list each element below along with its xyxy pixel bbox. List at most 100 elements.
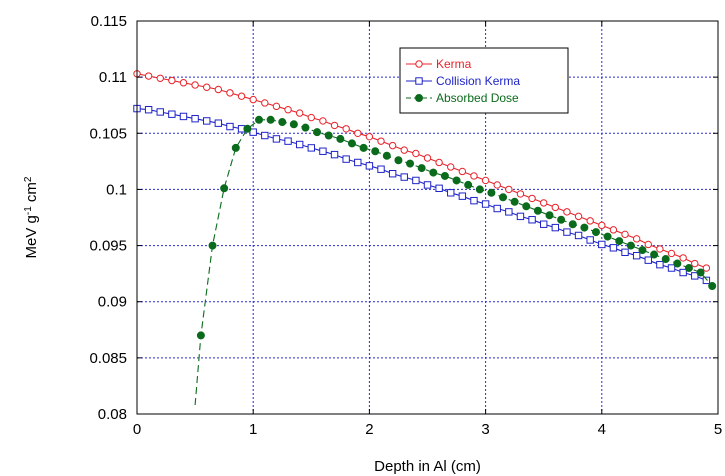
data-point-collision-kerma — [168, 110, 176, 118]
data-point-kerma — [284, 106, 292, 114]
data-point-absorbed-dose — [522, 202, 531, 211]
legend-marker-kerma — [415, 60, 423, 68]
data-point-kerma — [342, 125, 350, 133]
data-point-kerma — [505, 185, 513, 194]
data-point-kerma — [203, 83, 211, 91]
data-point-collision-kerma — [493, 204, 501, 213]
data-point-absorbed-dose — [289, 120, 298, 129]
x-tick-label: 4 — [598, 421, 606, 438]
legend-label-kerma: Kerma — [436, 57, 472, 71]
y-tick-label: 0.11 — [99, 69, 127, 86]
series-kerma — [133, 70, 711, 272]
data-point-collision-kerma — [586, 236, 594, 244]
data-point-absorbed-dose — [196, 331, 205, 340]
data-point-kerma — [702, 264, 711, 272]
data-point-kerma — [540, 199, 548, 207]
data-point-absorbed-dose — [347, 139, 356, 148]
ticks: 0 1 2 3 4 5 0.08 0.085 0.09 0.095 0.1 0.105 0.11 0.11… — [89, 13, 722, 438]
data-point-kerma — [272, 102, 281, 111]
data-point-collision-kerma — [702, 276, 711, 285]
data-point-absorbed-dose — [371, 147, 380, 156]
data-point-kerma — [388, 141, 397, 150]
data-point-kerma — [365, 132, 374, 141]
data-point-kerma — [458, 167, 467, 176]
y-tick-label: 0.08 — [98, 406, 127, 423]
data-point-collision-kerma — [470, 196, 478, 205]
data-point-absorbed-dose — [475, 185, 484, 194]
legend: Kerma Collision Kerma Absorbed Dose — [399, 47, 569, 114]
data-point-collision-kerma — [203, 117, 211, 125]
data-point-absorbed-dose — [568, 220, 577, 229]
data-point-absorbed-dose — [336, 134, 345, 143]
data-point-collision-kerma — [598, 240, 606, 249]
data-point-kerma — [667, 249, 676, 258]
data-point-collision-kerma — [191, 114, 199, 123]
y-axis-title-base: MeV g — [23, 215, 40, 258]
data-point-absorbed-dose — [266, 115, 275, 124]
data-point-absorbed-dose — [231, 143, 240, 152]
data-point-absorbed-dose — [510, 197, 519, 206]
series-layer — [133, 70, 717, 406]
data-point-kerma — [493, 181, 501, 189]
x-tick-label: 5 — [714, 421, 722, 438]
data-point-absorbed-dose — [406, 159, 415, 168]
data-point-kerma — [214, 85, 223, 94]
data-point-absorbed-dose — [615, 237, 624, 246]
data-point-kerma — [644, 240, 652, 249]
data-point-absorbed-dose — [382, 151, 391, 160]
data-point-absorbed-dose — [255, 115, 264, 124]
legend-marker-absorbed-dose — [414, 94, 423, 103]
data-point-absorbed-dose — [394, 156, 403, 165]
legend-label-collision-kerma: Collision Kerma — [436, 74, 520, 88]
y-axis-title-exp1: -1 — [23, 206, 34, 215]
data-point-kerma — [679, 254, 687, 262]
y-tick-label: 0.085 — [89, 350, 127, 367]
data-point-collision-kerma — [481, 200, 490, 208]
data-point-collision-kerma — [249, 128, 257, 136]
data-point-kerma — [481, 176, 490, 185]
data-point-kerma — [423, 154, 432, 162]
data-point-collision-kerma — [423, 181, 432, 189]
data-point-collision-kerma — [435, 184, 443, 193]
data-point-kerma — [621, 230, 629, 239]
data-point-collision-kerma — [400, 173, 408, 181]
data-point-collision-kerma — [516, 212, 525, 221]
data-point-kerma — [598, 221, 606, 230]
data-point-collision-kerma — [319, 147, 327, 155]
data-point-collision-kerma — [691, 272, 699, 280]
data-point-kerma — [470, 172, 478, 180]
data-point-collision-kerma — [156, 108, 164, 116]
data-point-absorbed-dose — [487, 188, 496, 197]
data-point-kerma — [412, 149, 420, 158]
data-point-absorbed-dose — [220, 184, 229, 193]
x-axis-title: Depth in Al (cm) — [374, 458, 481, 475]
data-point-kerma — [307, 113, 315, 122]
y-axis-title: MeV g-1 cm2 — [23, 176, 41, 258]
data-point-collision-kerma — [307, 144, 316, 152]
data-point-absorbed-dose — [499, 193, 508, 202]
data-point-kerma — [191, 81, 199, 89]
y-axis-title-mid: cm — [23, 182, 40, 206]
x-tick-label: 3 — [481, 421, 489, 438]
data-point-collision-kerma — [342, 155, 350, 163]
y-tick-label: 0.105 — [89, 125, 127, 142]
data-point-kerma — [377, 137, 385, 145]
data-point-collision-kerma — [574, 231, 583, 240]
data-point-absorbed-dose — [650, 250, 659, 259]
data-point-absorbed-dose — [452, 176, 461, 185]
data-point-absorbed-dose — [673, 259, 682, 268]
data-point-absorbed-dose — [243, 124, 252, 133]
data-point-kerma — [516, 190, 525, 198]
data-point-absorbed-dose — [638, 246, 647, 255]
data-point-absorbed-dose — [324, 131, 333, 140]
data-point-absorbed-dose — [591, 228, 600, 237]
data-point-absorbed-dose — [708, 281, 717, 290]
data-point-kerma — [354, 129, 362, 137]
data-point-kerma — [691, 259, 699, 268]
data-point-absorbed-dose — [696, 268, 705, 277]
data-point-collision-kerma — [377, 165, 385, 173]
data-point-collision-kerma — [632, 251, 641, 260]
y-tick-label: 0.115 — [91, 13, 127, 30]
data-point-absorbed-dose — [429, 168, 438, 177]
y-tick-label: 0.095 — [89, 238, 127, 255]
